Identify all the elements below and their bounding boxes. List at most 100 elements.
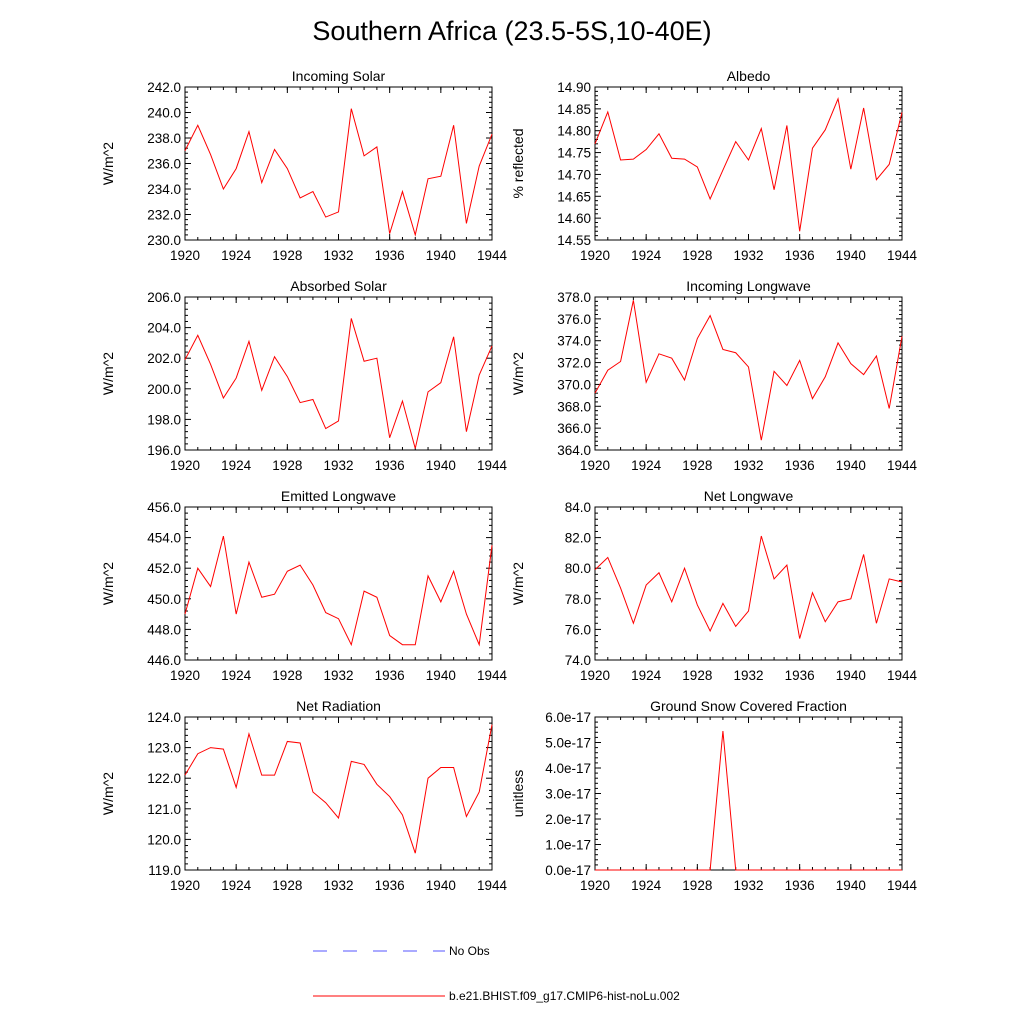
x-tick-label: 1924	[631, 248, 662, 263]
x-tick-label: 1928	[272, 248, 302, 263]
panel-grid: Incoming Solar W/m^2 1920 1924 1928 1932 1936 1…	[100, 68, 918, 893]
y-axis-label: W/m^2	[510, 562, 526, 605]
y-tick-label: 446.0	[147, 653, 181, 668]
x-tick-label: 1924	[631, 458, 662, 473]
x-tick-label: 1932	[733, 668, 763, 683]
y-axis-label: W/m^2	[100, 142, 116, 185]
y-axis-label: unitless	[510, 770, 526, 817]
x-tick-label: 1936	[785, 248, 815, 263]
panel-2: Absorbed Solar W/m^2 1920 1924 1928 1932 1936 1…	[100, 278, 508, 473]
y-tick-label: 200.0	[147, 382, 181, 397]
y-tick-label: 236.0	[147, 157, 181, 172]
y-tick-label: 242.0	[147, 80, 181, 95]
y-axis-label: % reflected	[510, 128, 526, 198]
y-tick-label: 196.0	[147, 443, 181, 458]
series-line	[184, 318, 493, 449]
y-tick-label: 14.65	[557, 189, 591, 204]
panel-title: Net Radiation	[296, 698, 381, 714]
y-tick-label: 368.0	[557, 399, 591, 414]
x-tick-label: 1944	[887, 458, 918, 473]
y-tick-label: 204.0	[147, 321, 181, 336]
y-tick-label: 454.0	[147, 531, 181, 546]
y-axis-label: W/m^2	[510, 352, 526, 395]
y-tick-label: 120.0	[147, 832, 181, 847]
y-tick-label: 14.55	[557, 233, 591, 248]
panel-title: Ground Snow Covered Fraction	[650, 698, 847, 714]
y-tick-label: 238.0	[147, 131, 181, 146]
series-line	[184, 724, 493, 854]
x-tick-label: 1944	[887, 878, 918, 893]
x-tick-label: 1936	[785, 668, 815, 683]
x-tick-label: 1940	[836, 878, 866, 893]
panel-title: Emitted Longwave	[281, 488, 396, 504]
x-tick-label: 1932	[323, 458, 353, 473]
y-tick-label: 378.0	[557, 290, 591, 305]
y-tick-label: 121.0	[147, 802, 181, 817]
y-tick-label: 2.0e-17	[545, 812, 591, 827]
y-tick-label: 232.0	[147, 208, 181, 223]
y-tick-label: 14.75	[557, 146, 591, 161]
x-tick-label: 1932	[733, 878, 763, 893]
x-tick-label: 1924	[221, 878, 252, 893]
x-tick-label: 1932	[733, 248, 763, 263]
x-tick-label: 1940	[836, 248, 866, 263]
x-tick-label: 1932	[733, 458, 763, 473]
series-line	[594, 97, 903, 232]
y-tick-label: 3.0e-17	[545, 787, 591, 802]
series-line	[184, 108, 493, 237]
x-tick-label: 1924	[221, 668, 252, 683]
x-tick-label: 1940	[836, 668, 866, 683]
panel-title: Absorbed Solar	[290, 278, 387, 294]
y-tick-label: 240.0	[147, 106, 181, 121]
plot-frame	[184, 716, 493, 871]
y-tick-label: 4.0e-17	[545, 761, 591, 776]
y-tick-label: 74.0	[565, 653, 591, 668]
y-tick-label: 14.70	[557, 167, 591, 182]
y-tick-label: 82.0	[565, 531, 591, 546]
y-tick-label: 372.0	[557, 356, 591, 371]
panel-1: Albedo % reflected 1920 1924 1928 1932 1936 194…	[510, 68, 918, 263]
x-tick-label: 1920	[170, 458, 200, 473]
y-tick-label: 123.0	[147, 741, 181, 756]
x-tick-label: 1944	[477, 668, 508, 683]
x-tick-label: 1924	[221, 248, 252, 263]
y-tick-label: 198.0	[147, 412, 181, 427]
panel-4: Emitted Longwave W/m^2 1920 1924 1928 1932 193…	[100, 488, 508, 683]
figure-title: Southern Africa (23.5-5S,10-40E)	[312, 16, 711, 46]
y-tick-label: 370.0	[557, 377, 591, 392]
panel-0: Incoming Solar W/m^2 1920 1924 1928 1932 1936 1…	[100, 68, 508, 263]
series-line	[594, 535, 903, 639]
x-tick-label: 1932	[323, 878, 353, 893]
x-tick-label: 1932	[323, 668, 353, 683]
x-tick-label: 1940	[426, 248, 456, 263]
y-tick-label: 84.0	[565, 500, 591, 515]
y-tick-label: 119.0	[148, 863, 181, 878]
plot-frame	[594, 86, 903, 241]
panel-title: Incoming Solar	[292, 68, 386, 84]
y-tick-label: 376.0	[557, 312, 591, 327]
x-tick-label: 1940	[426, 458, 456, 473]
x-tick-label: 1944	[887, 248, 918, 263]
x-tick-label: 1928	[682, 878, 712, 893]
x-tick-label: 1924	[631, 668, 662, 683]
y-tick-label: 450.0	[147, 592, 181, 607]
y-tick-label: 6.0e-17	[545, 710, 591, 725]
panel-5: Net Longwave W/m^2 1920 1924 1928 1932 1936 194…	[510, 488, 918, 683]
x-tick-label: 1928	[272, 668, 302, 683]
x-tick-label: 1920	[580, 458, 610, 473]
x-tick-label: 1920	[170, 248, 200, 263]
x-tick-label: 1936	[375, 458, 405, 473]
panel-7: Ground Snow Covered Fraction unitless 1920…	[510, 698, 918, 893]
y-axis-label: W/m^2	[100, 772, 116, 815]
y-tick-label: 452.0	[147, 561, 181, 576]
x-tick-label: 1932	[323, 248, 353, 263]
y-tick-label: 124.0	[147, 710, 181, 725]
y-tick-label: 234.0	[147, 182, 181, 197]
panel-title: Net Longwave	[704, 488, 794, 504]
legend: No Obs b.e21.BHIST.f09_g17.CMIP6-hist-no…	[313, 944, 680, 1003]
y-axis-label: W/m^2	[100, 352, 116, 395]
x-tick-label: 1940	[426, 668, 456, 683]
x-tick-label: 1936	[785, 458, 815, 473]
x-tick-label: 1936	[785, 878, 815, 893]
